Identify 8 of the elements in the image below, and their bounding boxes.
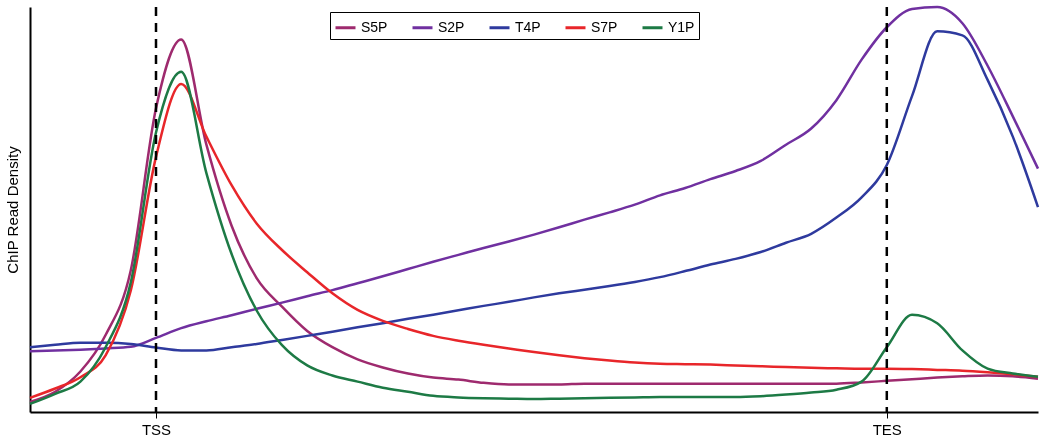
y-axis-title: ChIP Read Density <box>3 145 21 274</box>
legend-label: S2P <box>438 18 465 35</box>
legend-label: T4P <box>515 18 541 35</box>
x-tick-label: TES <box>872 420 902 438</box>
legend-label: S7P <box>591 18 618 35</box>
x-tick-label: TSS <box>141 420 172 438</box>
legend-label: Y1P <box>668 18 695 35</box>
legend-label: S5P <box>361 18 388 35</box>
